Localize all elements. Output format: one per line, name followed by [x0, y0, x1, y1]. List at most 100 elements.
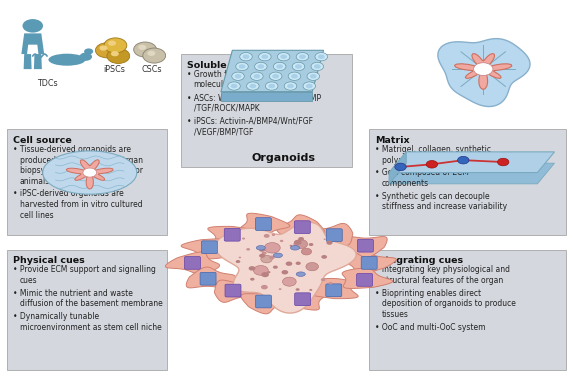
Circle shape — [100, 45, 108, 51]
Text: structural features of the organ: structural features of the organ — [382, 276, 503, 285]
Circle shape — [306, 263, 319, 271]
Circle shape — [104, 38, 127, 53]
PathPatch shape — [276, 287, 325, 310]
PathPatch shape — [66, 160, 113, 189]
Circle shape — [259, 254, 265, 258]
FancyBboxPatch shape — [369, 250, 566, 370]
PathPatch shape — [342, 268, 393, 288]
Circle shape — [280, 240, 283, 242]
Polygon shape — [21, 33, 44, 54]
Circle shape — [321, 255, 327, 259]
Circle shape — [261, 272, 269, 277]
FancyBboxPatch shape — [224, 228, 240, 241]
Circle shape — [273, 266, 278, 269]
Circle shape — [254, 62, 267, 70]
Text: animals: animals — [19, 177, 50, 186]
Circle shape — [299, 55, 306, 59]
Circle shape — [83, 168, 97, 177]
Text: produced from tissue and organ: produced from tissue and organ — [19, 156, 143, 164]
Text: cell lines: cell lines — [19, 211, 53, 219]
FancyBboxPatch shape — [369, 129, 566, 235]
Circle shape — [327, 241, 332, 245]
Ellipse shape — [80, 53, 92, 61]
Circle shape — [108, 41, 116, 46]
PathPatch shape — [186, 267, 236, 288]
PathPatch shape — [181, 239, 232, 259]
Text: • iPSC-derived organoids are: • iPSC-derived organoids are — [13, 190, 124, 199]
PathPatch shape — [454, 53, 512, 89]
PathPatch shape — [308, 279, 358, 299]
Text: Soluble factors: Soluble factors — [187, 61, 267, 70]
Polygon shape — [221, 50, 324, 92]
Circle shape — [253, 266, 268, 275]
Circle shape — [264, 243, 280, 253]
Circle shape — [236, 260, 240, 263]
Circle shape — [134, 42, 156, 57]
Circle shape — [292, 62, 305, 70]
Circle shape — [315, 53, 328, 61]
Ellipse shape — [49, 54, 85, 66]
Circle shape — [296, 288, 300, 291]
Circle shape — [138, 45, 146, 50]
Circle shape — [291, 74, 298, 78]
FancyBboxPatch shape — [361, 257, 377, 269]
Polygon shape — [389, 152, 406, 184]
Circle shape — [236, 62, 248, 70]
Text: • Integrating key physiological and: • Integrating key physiological and — [375, 266, 510, 274]
Circle shape — [84, 49, 93, 55]
Text: • Matrigel, collagen, synthetic: • Matrigel, collagen, synthetic — [375, 145, 491, 154]
Circle shape — [314, 64, 321, 69]
PathPatch shape — [438, 39, 530, 106]
Ellipse shape — [256, 246, 265, 250]
Circle shape — [272, 74, 279, 78]
Text: • Bioprinting enables direct: • Bioprinting enables direct — [375, 289, 481, 298]
Circle shape — [262, 252, 266, 255]
Circle shape — [318, 55, 325, 59]
Text: • iPSCs: Activin-A/BMP4/Wnt/FGF: • iPSCs: Activin-A/BMP4/Wnt/FGF — [187, 116, 313, 125]
Circle shape — [296, 53, 309, 61]
Circle shape — [288, 72, 301, 80]
Circle shape — [426, 161, 438, 168]
Circle shape — [234, 74, 241, 78]
Circle shape — [309, 289, 312, 291]
Text: • Tissue-derived organoids are: • Tissue-derived organoids are — [13, 145, 131, 154]
Ellipse shape — [291, 246, 300, 250]
Circle shape — [298, 237, 304, 241]
Polygon shape — [23, 54, 32, 69]
Circle shape — [111, 51, 119, 56]
Circle shape — [311, 62, 324, 70]
Polygon shape — [221, 92, 312, 101]
Circle shape — [268, 84, 275, 88]
PathPatch shape — [208, 226, 258, 247]
Circle shape — [261, 285, 268, 290]
PathPatch shape — [165, 252, 219, 274]
Text: stiffness and increase variability: stiffness and increase variability — [382, 202, 507, 211]
Text: /TGF/ROCK/MAPK: /TGF/ROCK/MAPK — [194, 104, 260, 113]
Circle shape — [257, 64, 264, 69]
Circle shape — [395, 163, 406, 171]
Circle shape — [497, 158, 509, 166]
PathPatch shape — [215, 222, 356, 313]
Circle shape — [286, 262, 292, 266]
Text: Organoids: Organoids — [252, 153, 316, 163]
PathPatch shape — [276, 215, 325, 238]
Circle shape — [246, 248, 250, 251]
FancyBboxPatch shape — [256, 218, 272, 230]
Circle shape — [250, 278, 254, 281]
FancyBboxPatch shape — [7, 250, 167, 370]
Circle shape — [253, 74, 260, 78]
Circle shape — [227, 82, 240, 90]
Text: iPSCs: iPSCs — [103, 64, 125, 74]
Text: /VEGF/BMP/TGF: /VEGF/BMP/TGF — [194, 127, 253, 136]
Circle shape — [277, 53, 290, 61]
Text: • Gels composed of ECM: • Gels composed of ECM — [375, 168, 469, 177]
Circle shape — [246, 82, 259, 90]
PathPatch shape — [240, 213, 290, 236]
Circle shape — [265, 82, 278, 90]
Circle shape — [269, 255, 274, 259]
Circle shape — [294, 240, 308, 249]
Text: • Growth factors and small: • Growth factors and small — [187, 70, 291, 79]
Text: Integrating cues: Integrating cues — [375, 257, 463, 265]
Circle shape — [307, 72, 320, 80]
Text: CSCs: CSCs — [141, 64, 162, 74]
